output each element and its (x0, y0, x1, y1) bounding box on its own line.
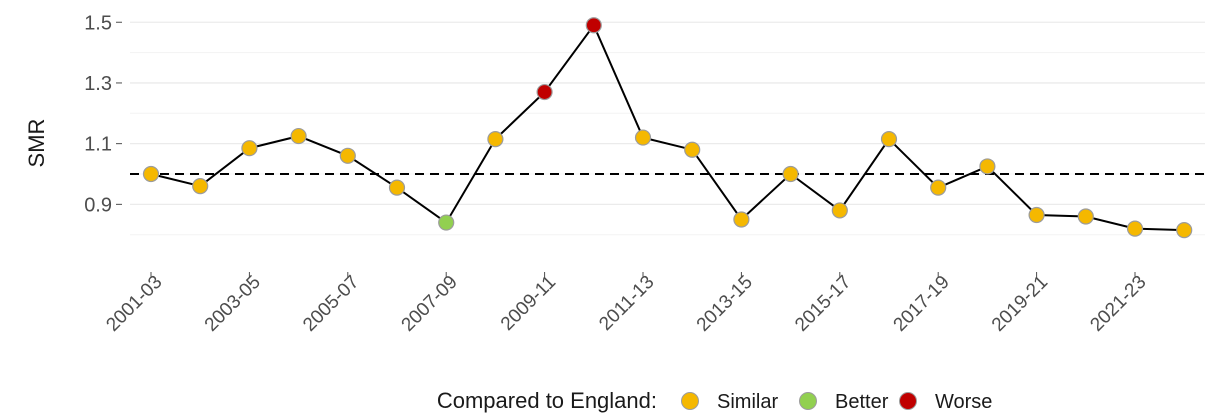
legend-label: Worse (935, 391, 992, 413)
series-line-group (150, 23, 1185, 232)
data-point (438, 214, 455, 231)
legend-title: Compared to England: (437, 388, 657, 413)
data-point (782, 165, 799, 183)
x-tick-label: 2013-15 (693, 272, 757, 336)
x-tick-label: 2009-11 (497, 272, 560, 335)
x-tick-label: 2011-13 (595, 272, 658, 335)
data-point (1126, 220, 1144, 237)
y-tick-label: 1.1 (84, 134, 112, 156)
x-tick-label: 2005-07 (299, 272, 363, 336)
y-tick-label: 1.5 (84, 12, 112, 34)
data-point (930, 179, 947, 196)
data-point (241, 140, 258, 157)
y-tick-label: 0.9 (84, 194, 112, 216)
data-point (979, 158, 996, 175)
data-point (1028, 206, 1045, 224)
data-point (192, 178, 209, 195)
data-point (733, 211, 750, 228)
x-tick-label: 2017-19 (890, 272, 954, 336)
data-point (880, 130, 898, 148)
data-point (388, 179, 406, 196)
y-axis-ticks: 0.9 1.1 1.3 1.5 (84, 12, 122, 216)
data-point (684, 141, 701, 158)
x-tick-label: 2001-03 (102, 272, 166, 336)
data-point (1176, 222, 1193, 239)
data-point (1077, 208, 1094, 225)
data-point (585, 17, 602, 34)
data-point (634, 129, 652, 146)
data-point (487, 130, 504, 148)
y-axis-title: SMR (24, 119, 49, 168)
data-point (142, 165, 160, 183)
y-tick-label: 1.3 (84, 73, 112, 95)
x-tick-label: 2015-17 (791, 272, 855, 336)
legend-label: Better (835, 391, 889, 413)
legend-items: Similar Better Worse (681, 391, 992, 413)
data-points (142, 17, 1193, 239)
x-tick-label: 2007-09 (398, 272, 462, 336)
grid-lines (130, 21, 1205, 236)
data-point (831, 202, 848, 219)
x-tick-label: 2019-21 (988, 272, 1052, 336)
legend-swatch (681, 392, 699, 410)
legend-swatch (899, 392, 917, 410)
series-line (150, 23, 1185, 232)
data-point (339, 147, 356, 164)
x-axis-ticks: 2001-03 2003-05 2005-07 2007-09 2009-11 2011-… (102, 272, 1150, 336)
legend-swatch (799, 392, 817, 410)
data-point (290, 127, 307, 145)
legend: Compared to England: Similar Better Worse (437, 388, 993, 413)
data-point (536, 83, 553, 101)
x-tick-label: 2003-05 (201, 272, 265, 336)
x-tick-label: 2021-23 (1086, 272, 1150, 336)
legend-label: Similar (717, 391, 778, 413)
